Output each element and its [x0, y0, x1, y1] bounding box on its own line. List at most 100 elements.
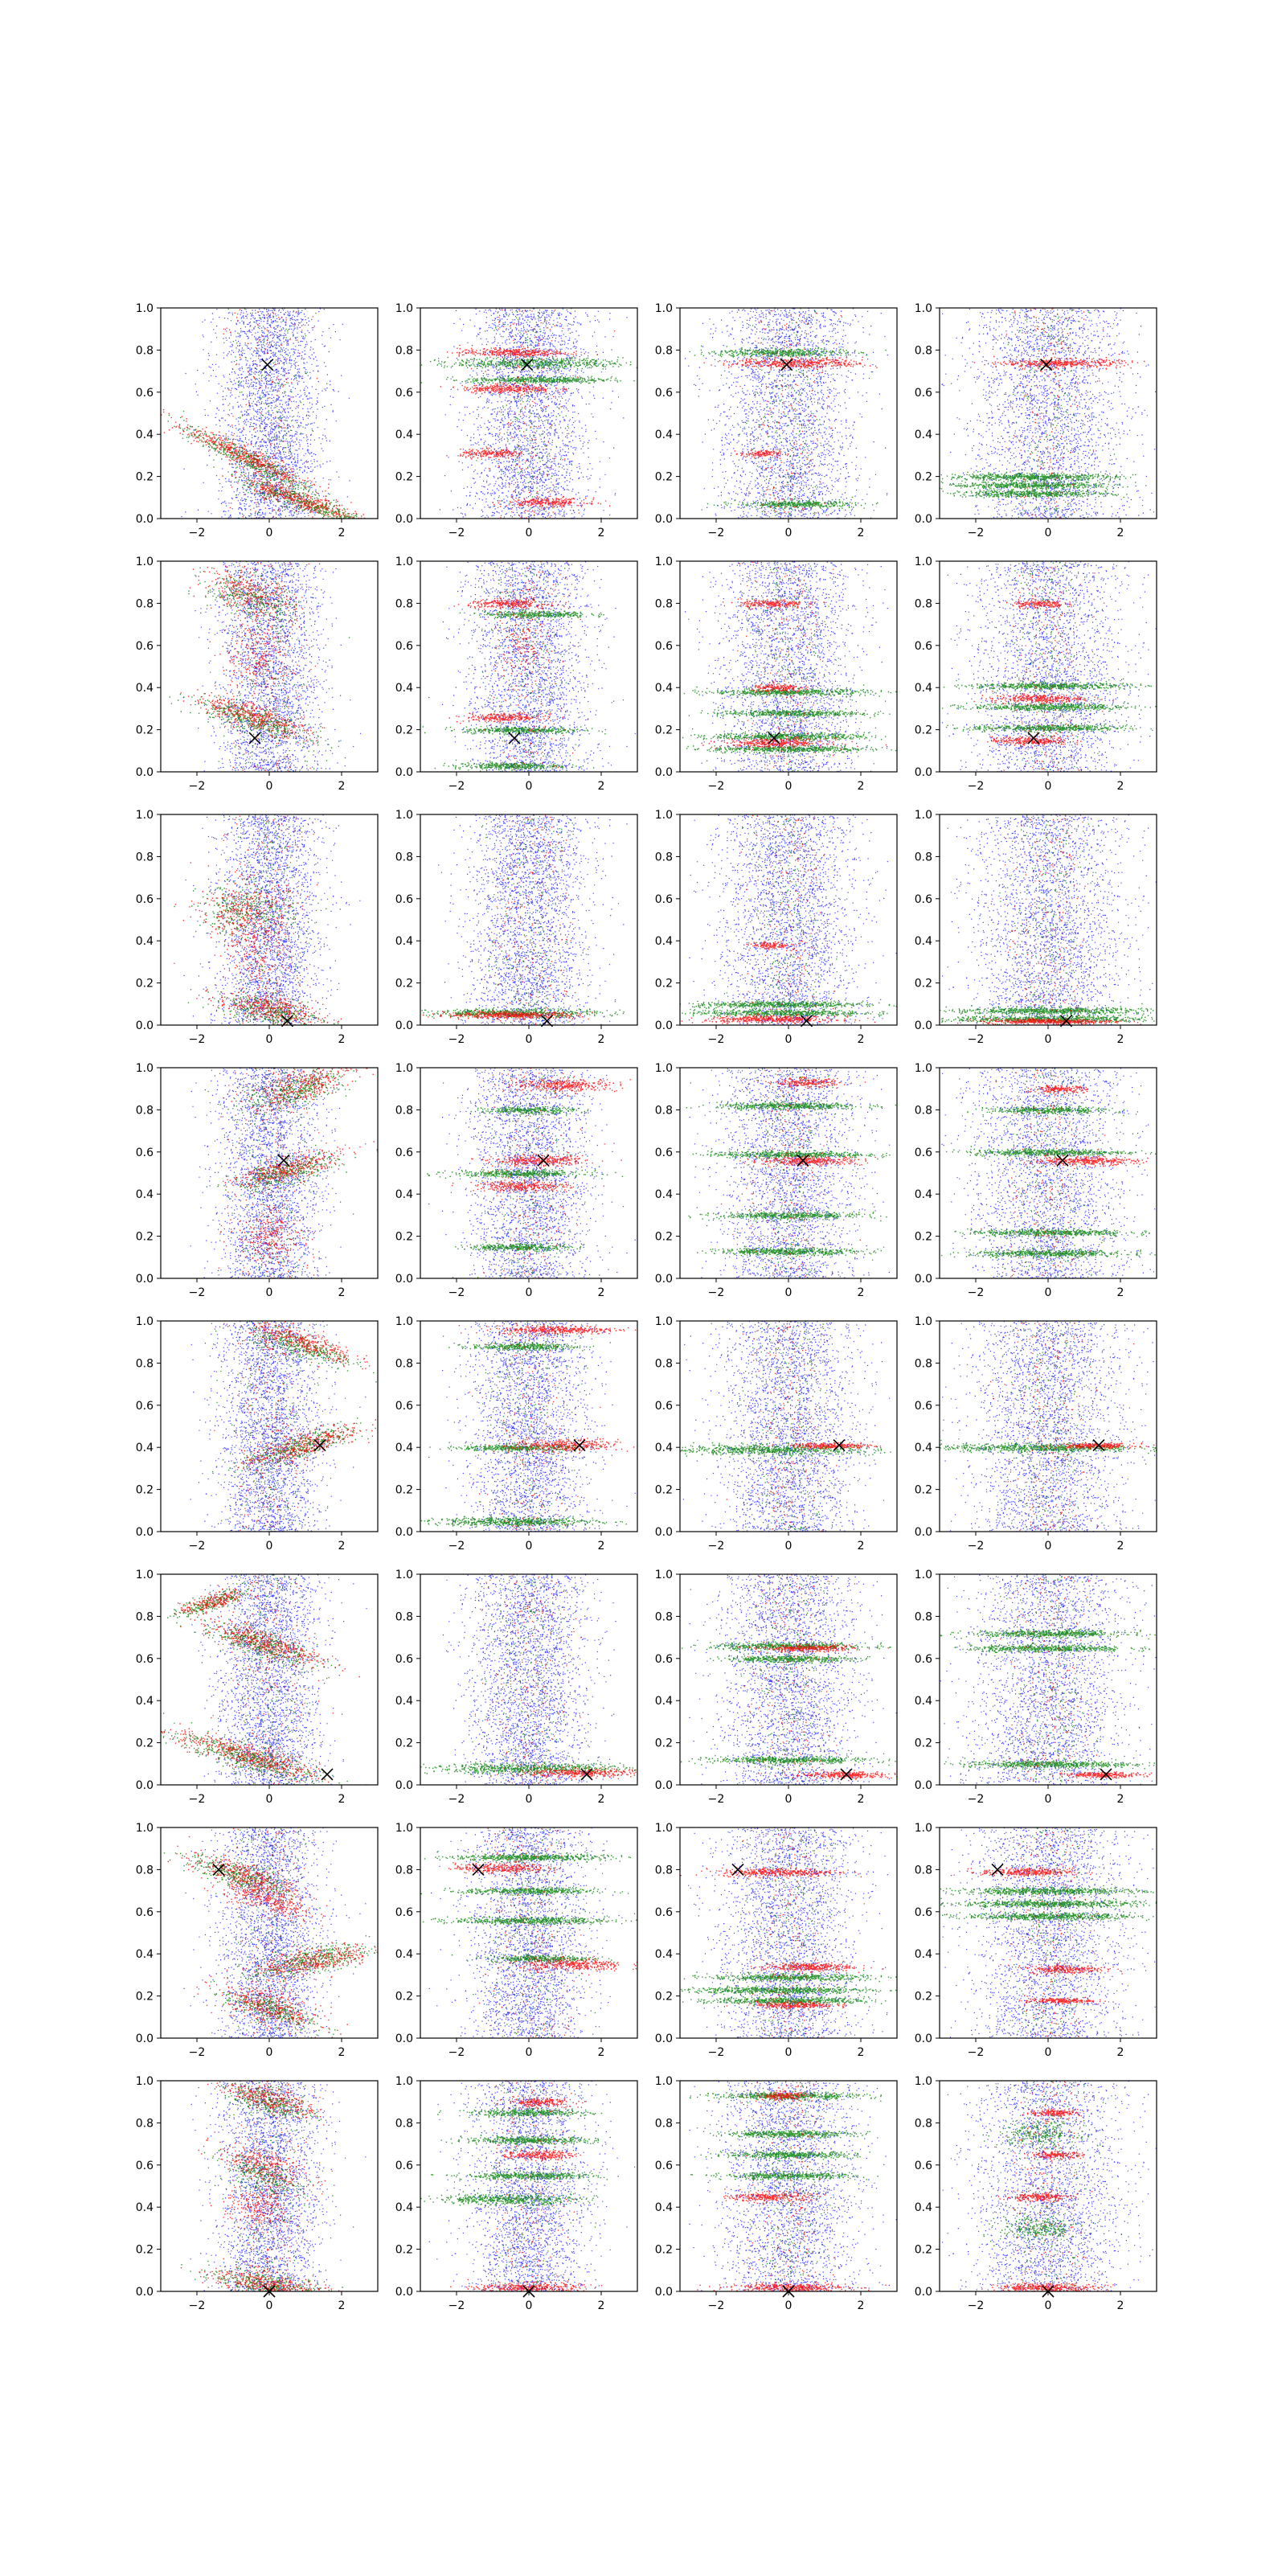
y-tick-label: 0.0	[395, 513, 413, 526]
x-tick-label: −2	[968, 780, 985, 793]
y-tick-label: 0.2	[915, 2244, 932, 2257]
y-tick-label: 0.2	[915, 1737, 932, 1750]
y-tick-label: 0.4	[395, 2201, 413, 2214]
y-tick-label: 0.4	[395, 1695, 413, 1708]
y-tick-label: 0.4	[395, 1188, 413, 1201]
y-tick-label: 0.4	[395, 1948, 413, 1961]
x-tick-label: 0	[266, 1033, 273, 1046]
x-tick-label: 0	[526, 527, 533, 539]
green-points-series	[903, 310, 1182, 518]
green-points-series	[676, 308, 887, 516]
red-points	[938, 814, 1141, 1026]
panel-r2-c2: −2 0 20.00.20.40.60.81.0	[387, 556, 657, 793]
x-tick-label: 0	[785, 1793, 792, 1806]
y-tick-label: 0.2	[395, 1484, 413, 1497]
y-tick-label: 0.0	[915, 1526, 932, 1539]
y-tick-label: 1.0	[136, 2075, 154, 2088]
y-tick-label: 0.6	[136, 1400, 154, 1413]
y-tick-label: 0.0	[655, 766, 673, 779]
y-tick-label: 0.0	[915, 2286, 932, 2299]
y-tick-label: 0.6	[655, 1400, 673, 1413]
blue-point-series	[922, 1574, 1170, 1786]
x-tick-label: 0	[526, 1033, 533, 1046]
x-tick-label: 2	[1117, 1540, 1124, 1553]
red-points	[721, 1069, 876, 1278]
x-tick-label: −2	[968, 2299, 985, 2312]
green-points	[657, 563, 908, 773]
green-points	[406, 818, 625, 1026]
x-tick-label: 0	[785, 1540, 792, 1553]
y-tick-label: 0.2	[655, 1991, 673, 2004]
blue-points	[387, 1574, 657, 1786]
y-tick-label: 0.6	[915, 1400, 932, 1413]
y-tick-label: 0.6	[915, 1146, 932, 1159]
green-points-series	[207, 1056, 379, 1280]
x-tick-label: 2	[858, 1793, 865, 1806]
x-tick-label: −2	[189, 527, 206, 539]
blue-points	[683, 1321, 917, 1532]
green-points-series	[181, 2074, 375, 2311]
green-points-series	[416, 2083, 647, 2291]
x-tick-label: 2	[598, 1286, 605, 1299]
y-tick-label: 0.8	[655, 1610, 673, 1623]
y-tick-label: 0.6	[136, 2160, 154, 2172]
red-points-series	[990, 1323, 1159, 1532]
green-points	[677, 1577, 956, 1786]
y-tick-label: 0.6	[395, 1400, 413, 1413]
y-tick-label: 1.0	[395, 302, 413, 315]
y-tick-label: 0.8	[915, 1610, 932, 1623]
red-points-series	[678, 1827, 883, 2039]
y-tick-label: 1.0	[655, 1062, 673, 1075]
green-points-series	[427, 1070, 658, 1278]
panel-r1-c3: −2 0 20.00.20.40.60.81.0	[627, 302, 919, 539]
y-tick-label: 0.8	[395, 344, 413, 357]
x-tick-label: 2	[598, 1793, 605, 1806]
y-tick-label: 1.0	[655, 1315, 673, 1328]
green-points-series	[406, 818, 625, 1026]
blue-points	[184, 1827, 367, 2039]
x-tick-label: 2	[598, 1540, 605, 1553]
y-tick-label: 0.4	[136, 682, 154, 695]
y-tick-label: 1.0	[395, 556, 413, 568]
panel-r3-c4: −2 0 20.00.20.40.60.81.0	[900, 809, 1210, 1046]
y-tick-label: 0.6	[915, 893, 932, 906]
y-tick-label: 0.8	[395, 851, 413, 863]
x-tick-label: 2	[338, 780, 346, 793]
y-tick-label: 0.6	[395, 640, 413, 653]
x-tick-label: 2	[338, 1033, 346, 1046]
y-tick-label: 0.2	[655, 1484, 673, 1497]
blue-point-series	[674, 1574, 910, 1786]
x-tick-label: −2	[448, 780, 465, 793]
red-points	[449, 561, 588, 769]
x-tick-label: −2	[189, 1540, 206, 1553]
y-tick-label: 0.0	[395, 766, 413, 779]
x-tick-label: 2	[1117, 780, 1124, 793]
panel-r4-c2: −2 0 20.00.20.40.60.81.0	[395, 1062, 659, 1299]
y-tick-label: 1.0	[655, 2075, 673, 2088]
x-tick-label: 0	[526, 1540, 533, 1553]
y-tick-label: 1.0	[655, 302, 673, 315]
x-tick-label: 0	[1045, 780, 1052, 793]
y-tick-label: 0.4	[136, 1188, 154, 1201]
panel-r8-c2: −2 0 20.00.20.40.60.81.0	[395, 2075, 647, 2312]
y-tick-label: 1.0	[395, 2075, 413, 2088]
y-tick-label: 0.2	[655, 978, 673, 991]
green-points	[427, 1070, 658, 1278]
y-tick-label: 0.4	[915, 1442, 932, 1454]
y-tick-label: 0.4	[395, 682, 413, 695]
x-tick-label: 0	[266, 2046, 273, 2059]
y-tick-label: 0.6	[395, 893, 413, 906]
x-tick-label: −2	[708, 2046, 725, 2059]
y-tick-label: 0.6	[395, 1653, 413, 1666]
y-tick-label: 0.4	[915, 2201, 932, 2214]
y-tick-label: 1.0	[136, 1569, 154, 1581]
panel-r3-c3: −2 0 20.00.20.40.60.81.0	[627, 809, 935, 1046]
y-tick-label: 1.0	[915, 1315, 932, 1328]
y-tick-label: 0.2	[915, 978, 932, 991]
x-tick-label: 0	[1045, 1793, 1052, 1806]
x-tick-label: 0	[1045, 1033, 1052, 1046]
red-points-series	[981, 1069, 1148, 1278]
y-tick-label: 0.8	[915, 1357, 932, 1370]
